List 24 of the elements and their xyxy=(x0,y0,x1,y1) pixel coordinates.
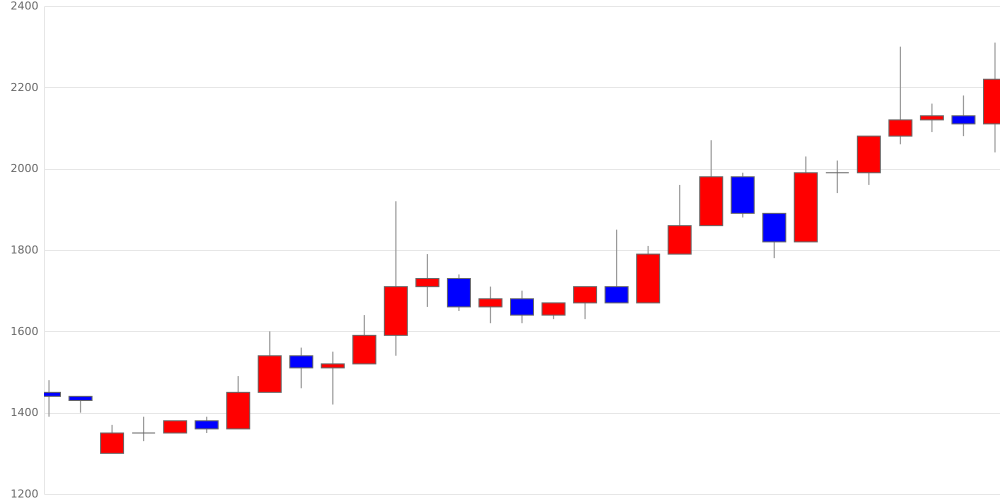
candlestick xyxy=(951,94,976,137)
candlestick xyxy=(100,424,124,454)
candlestick xyxy=(604,229,629,304)
candlestick xyxy=(920,103,944,133)
candlestick xyxy=(573,286,598,320)
candlestick xyxy=(163,420,188,434)
candlestick xyxy=(510,290,534,324)
y-tick-label: 1800 xyxy=(10,244,38,256)
candlestick xyxy=(320,351,345,406)
y-tick-label: 1400 xyxy=(10,406,38,420)
candlestick xyxy=(194,416,219,434)
candlestick xyxy=(478,286,502,324)
candlestick xyxy=(132,416,156,442)
candlestick xyxy=(888,46,912,145)
candlestick xyxy=(68,396,93,414)
y-tick-label: 2000 xyxy=(10,162,38,176)
candlestick xyxy=(289,347,314,389)
y-tick-label: 1600 xyxy=(10,324,38,338)
candlestick xyxy=(542,302,566,320)
y-tick-label: 2200 xyxy=(10,80,38,94)
candlestick xyxy=(415,253,440,308)
y-tick-label: 1200 xyxy=(10,488,38,500)
candlestick xyxy=(825,160,850,194)
y-tick-label: 2400 xyxy=(10,0,38,12)
